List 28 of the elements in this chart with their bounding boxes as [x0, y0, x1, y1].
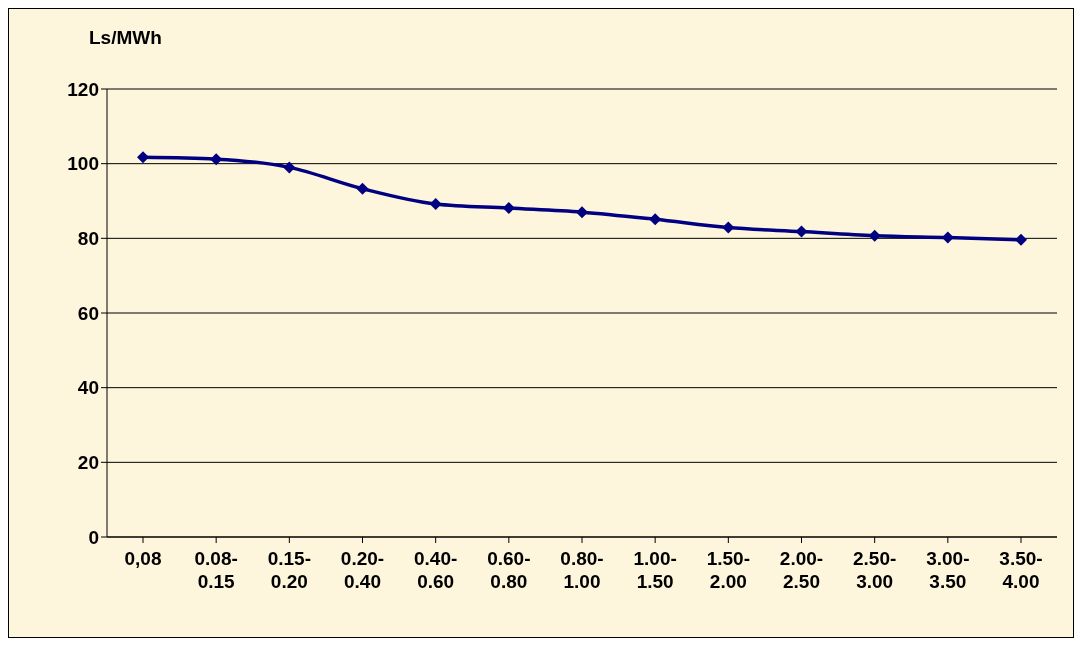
point — [576, 206, 588, 219]
y-tick-label: 0 — [88, 526, 99, 548]
point — [429, 197, 442, 210]
y-tick-label: 40 — [77, 377, 99, 399]
point — [283, 161, 296, 174]
point — [722, 221, 735, 234]
x-tick-label: 0.20-0.40 — [340, 548, 385, 592]
x-tick-label: 3.00-3.50 — [926, 548, 970, 592]
point — [137, 151, 149, 164]
x-tick-label: 1.50-2.00 — [706, 548, 750, 592]
y-tick-label: 80 — [77, 228, 99, 250]
x-tick-label: 0.80-1.00 — [560, 548, 604, 592]
y-tick-label: 20 — [77, 452, 99, 474]
x-tick-label: 2.00-2.50 — [779, 548, 824, 592]
x-tick-label: 1.00-1.50 — [633, 548, 677, 592]
y-tick-label: 100 — [67, 153, 99, 175]
y-axis-title: Ls/MWh — [89, 27, 162, 49]
point — [1015, 233, 1027, 246]
x-tick-label: 0,08 — [124, 548, 162, 569]
x-tick-label: 0.40-0.60 — [414, 548, 458, 592]
x-tick-label: 0.15-0.20 — [267, 548, 311, 592]
x-tick-label: 2.50-3.00 — [853, 548, 897, 592]
x-tick-label: 0.60-0.80 — [487, 548, 531, 592]
point — [356, 182, 369, 195]
x-tick-label: 0.08-0.15 — [194, 548, 238, 592]
y-tick-label: 60 — [77, 302, 99, 324]
y-tick-label: 120 — [67, 78, 99, 100]
x-tick-label: 3.50-4.00 — [999, 548, 1043, 592]
